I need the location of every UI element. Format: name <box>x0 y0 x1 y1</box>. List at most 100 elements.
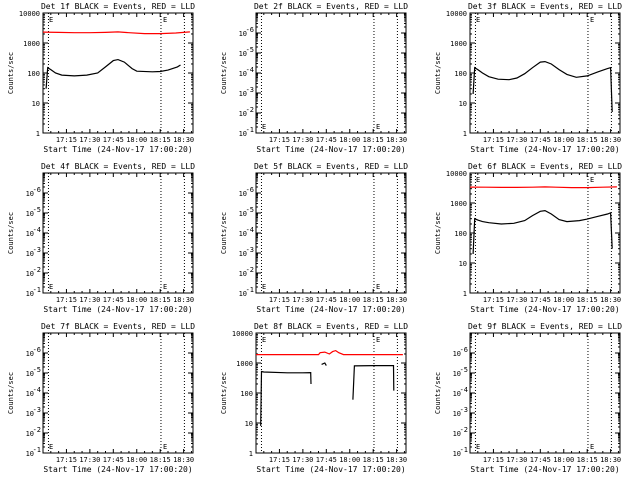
x-tick-label: 17:45 <box>316 296 337 304</box>
legend-symbol: E <box>49 443 53 451</box>
x-tick-label: 17:30 <box>79 296 100 304</box>
x-tick-label: 17:30 <box>506 456 527 464</box>
y-tick-label-exponent: -6 <box>246 186 254 194</box>
panel-det-9: Det 9f BLACK = Events, RED = LLD 17:15 17:… <box>434 322 622 474</box>
plot-frame <box>42 172 194 294</box>
x-tick-label: 18:15 <box>363 136 384 144</box>
y-tick-label-base: 10 <box>239 230 247 238</box>
y-tick-label-base: 10 <box>453 390 461 398</box>
y-tick-label-exponent: -1 <box>33 446 41 454</box>
x-tick-label: 17:45 <box>103 136 124 144</box>
x-tick-label: 18:30 <box>173 456 194 464</box>
legend-symbol: E <box>590 16 594 24</box>
y-tick-label: 10000 <box>446 10 467 18</box>
series-line-lld <box>256 349 403 356</box>
y-tick-label: 100 <box>454 230 467 238</box>
y-tick-label-exponent: -3 <box>246 86 254 94</box>
x-tick-label: 18:15 <box>577 456 598 464</box>
x-axis-label: Start Time (24-Nov-17 17:00:20) <box>470 145 619 154</box>
x-tick-label: 18:30 <box>600 456 621 464</box>
y-tick-label: 1000 <box>450 40 467 48</box>
y-tick-label-base: 10 <box>26 390 34 398</box>
x-tick-label: 18:00 <box>553 136 574 144</box>
y-axis-label: Counts/sec <box>434 212 442 254</box>
x-tick-label: 17:15 <box>483 136 504 144</box>
x-tick-label: 18:30 <box>173 136 194 144</box>
y-tick-label-exponent: -6 <box>460 346 468 354</box>
x-tick-label: 17:15 <box>56 456 77 464</box>
legend-symbol: E <box>262 123 266 131</box>
y-tick-label-exponent: -5 <box>33 206 41 214</box>
x-tick-label: 17:30 <box>79 136 100 144</box>
series-line-events3 <box>352 365 395 400</box>
y-tick-label-base: 10 <box>26 370 34 378</box>
series-line-lld <box>42 31 190 35</box>
y-tick-label-base: 10 <box>239 30 247 38</box>
y-tick-label-base: 10 <box>26 350 34 358</box>
x-tick-label: 17:30 <box>292 456 313 464</box>
x-tick-label: 18:00 <box>553 296 574 304</box>
y-tick-label-exponent: -6 <box>33 186 41 194</box>
y-tick-label-exponent: -2 <box>460 426 468 434</box>
x-tick-label: 18:15 <box>150 456 171 464</box>
x-axis-label: Start Time (24-Nov-17 17:00:20) <box>43 305 192 314</box>
y-tick-label-base: 10 <box>26 290 34 298</box>
legend-symbol: E <box>163 443 167 451</box>
y-axis-label: Counts/sec <box>7 52 15 94</box>
x-tick-label: 18:00 <box>339 456 360 464</box>
legend-symbol: E <box>49 283 53 291</box>
panel-title: Det 9f BLACK = Events, RED = LLD <box>468 322 622 331</box>
y-tick-label: 1 <box>463 290 467 298</box>
x-axis-label: Start Time (24-Nov-17 17:00:20) <box>43 465 192 474</box>
plot-frame <box>469 332 621 454</box>
y-tick-label-exponent: -3 <box>460 406 468 414</box>
y-tick-label-base: 10 <box>239 110 247 118</box>
x-tick-label: 18:30 <box>386 136 407 144</box>
y-tick-label-base: 10 <box>453 430 461 438</box>
y-tick-label-base: 10 <box>239 250 247 258</box>
x-tick-label: 17:45 <box>103 456 124 464</box>
legend-symbol: E <box>262 336 266 344</box>
y-tick-label-exponent: -2 <box>33 266 41 274</box>
x-tick-label: 17:15 <box>269 136 290 144</box>
y-tick-label-exponent: -5 <box>33 366 41 374</box>
x-axis-label: Start Time (24-Nov-17 17:00:20) <box>256 145 405 154</box>
y-axis-label: Counts/sec <box>220 212 228 254</box>
y-tick-label-exponent: -1 <box>246 126 254 134</box>
legend-symbol: E <box>49 16 53 24</box>
legend-symbol: E <box>590 176 594 184</box>
y-tick-label: 1 <box>249 450 253 458</box>
y-tick-label-exponent: -2 <box>33 426 41 434</box>
legend-symbol: E <box>476 443 480 451</box>
y-tick-label-base: 10 <box>239 90 247 98</box>
y-tick-label-exponent: -4 <box>33 226 41 234</box>
legend-symbol: E <box>376 283 380 291</box>
plot-frame <box>42 332 194 454</box>
panel-title: Det 8f BLACK = Events, RED = LLD <box>254 322 408 331</box>
y-tick-label: 10 <box>32 100 40 108</box>
y-tick-label-base: 10 <box>239 270 247 278</box>
y-tick-label-exponent: -4 <box>246 226 254 234</box>
legend-symbol: E <box>476 176 480 184</box>
y-tick-label-exponent: -4 <box>33 386 41 394</box>
legend-symbol: E <box>376 336 380 344</box>
y-tick-label-exponent: -3 <box>33 246 41 254</box>
x-tick-label: 18:15 <box>577 296 598 304</box>
x-axis-label: Start Time (24-Nov-17 17:00:20) <box>470 305 619 314</box>
x-tick-label: 18:30 <box>600 136 621 144</box>
y-tick-label-exponent: -5 <box>460 366 468 374</box>
x-tick-label: 17:15 <box>269 296 290 304</box>
y-tick-label-exponent: -1 <box>33 286 41 294</box>
x-tick-label: 18:00 <box>126 456 147 464</box>
y-tick-label: 100 <box>454 70 467 78</box>
y-tick-label-base: 10 <box>26 270 34 278</box>
plot-frame <box>469 12 621 134</box>
y-axis-label: Counts/sec <box>7 212 15 254</box>
x-tick-label: 17:15 <box>483 456 504 464</box>
legend-symbol: E <box>163 283 167 291</box>
